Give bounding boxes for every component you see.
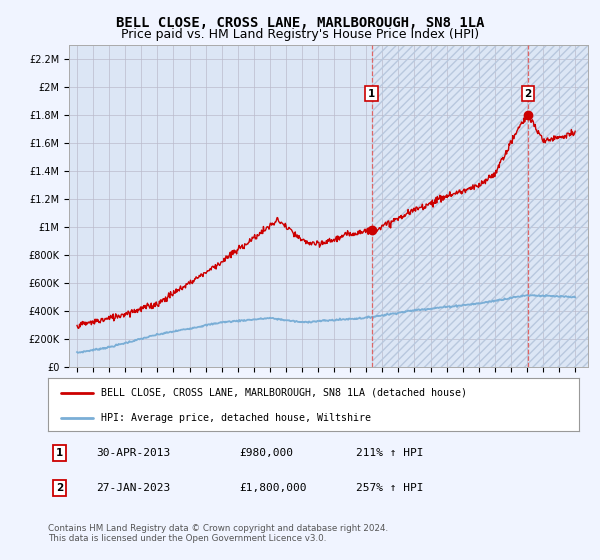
Text: 2: 2 <box>56 483 64 493</box>
Bar <box>371 45 596 367</box>
Text: 257% ↑ HPI: 257% ↑ HPI <box>356 483 424 493</box>
Text: HPI: Average price, detached house, Wiltshire: HPI: Average price, detached house, Wilt… <box>101 413 371 423</box>
Text: BELL CLOSE, CROSS LANE, MARLBOROUGH, SN8 1LA: BELL CLOSE, CROSS LANE, MARLBOROUGH, SN8… <box>116 16 484 30</box>
Text: Contains HM Land Registry data © Crown copyright and database right 2024.
This d: Contains HM Land Registry data © Crown c… <box>48 524 388 543</box>
Text: £1,800,000: £1,800,000 <box>239 483 307 493</box>
Bar <box>371 45 596 367</box>
Text: £980,000: £980,000 <box>239 448 293 458</box>
Text: Price paid vs. HM Land Registry's House Price Index (HPI): Price paid vs. HM Land Registry's House … <box>121 28 479 41</box>
Text: 30-APR-2013: 30-APR-2013 <box>96 448 170 458</box>
Text: 2: 2 <box>524 89 532 99</box>
Text: 27-JAN-2023: 27-JAN-2023 <box>96 483 170 493</box>
Text: BELL CLOSE, CROSS LANE, MARLBOROUGH, SN8 1LA (detached house): BELL CLOSE, CROSS LANE, MARLBOROUGH, SN8… <box>101 388 467 398</box>
Text: 1: 1 <box>56 448 64 458</box>
Text: 211% ↑ HPI: 211% ↑ HPI <box>356 448 424 458</box>
Text: 1: 1 <box>368 89 375 99</box>
